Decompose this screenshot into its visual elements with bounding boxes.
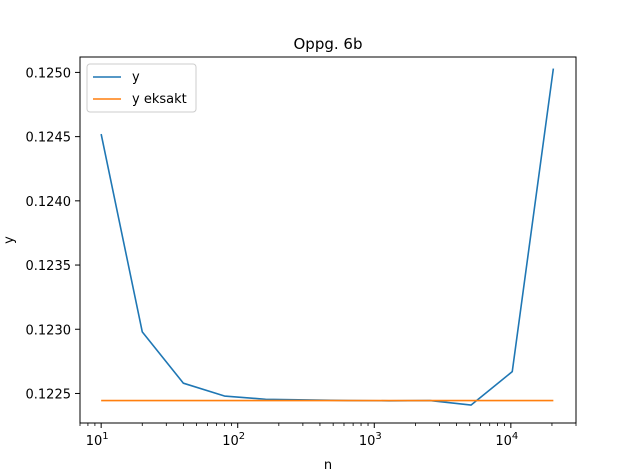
legend-label-y-eksakt: y eksakt bbox=[132, 92, 187, 107]
x-axis-label: n bbox=[324, 458, 332, 473]
legend: y y eksakt bbox=[87, 64, 196, 112]
y-tick-label: 0.1235 bbox=[26, 259, 72, 274]
y-tick-label: 0.1245 bbox=[26, 131, 72, 146]
y-tick-label: 0.1230 bbox=[26, 323, 72, 338]
legend-label-y: y bbox=[132, 70, 140, 85]
y-tick-label: 0.1240 bbox=[26, 195, 72, 210]
y-axis-label: y bbox=[2, 236, 17, 244]
y-tick-label: 0.1250 bbox=[26, 66, 72, 81]
y-tick-label: 0.1225 bbox=[26, 387, 72, 402]
chart-title: Oppg. 6b bbox=[294, 35, 363, 53]
